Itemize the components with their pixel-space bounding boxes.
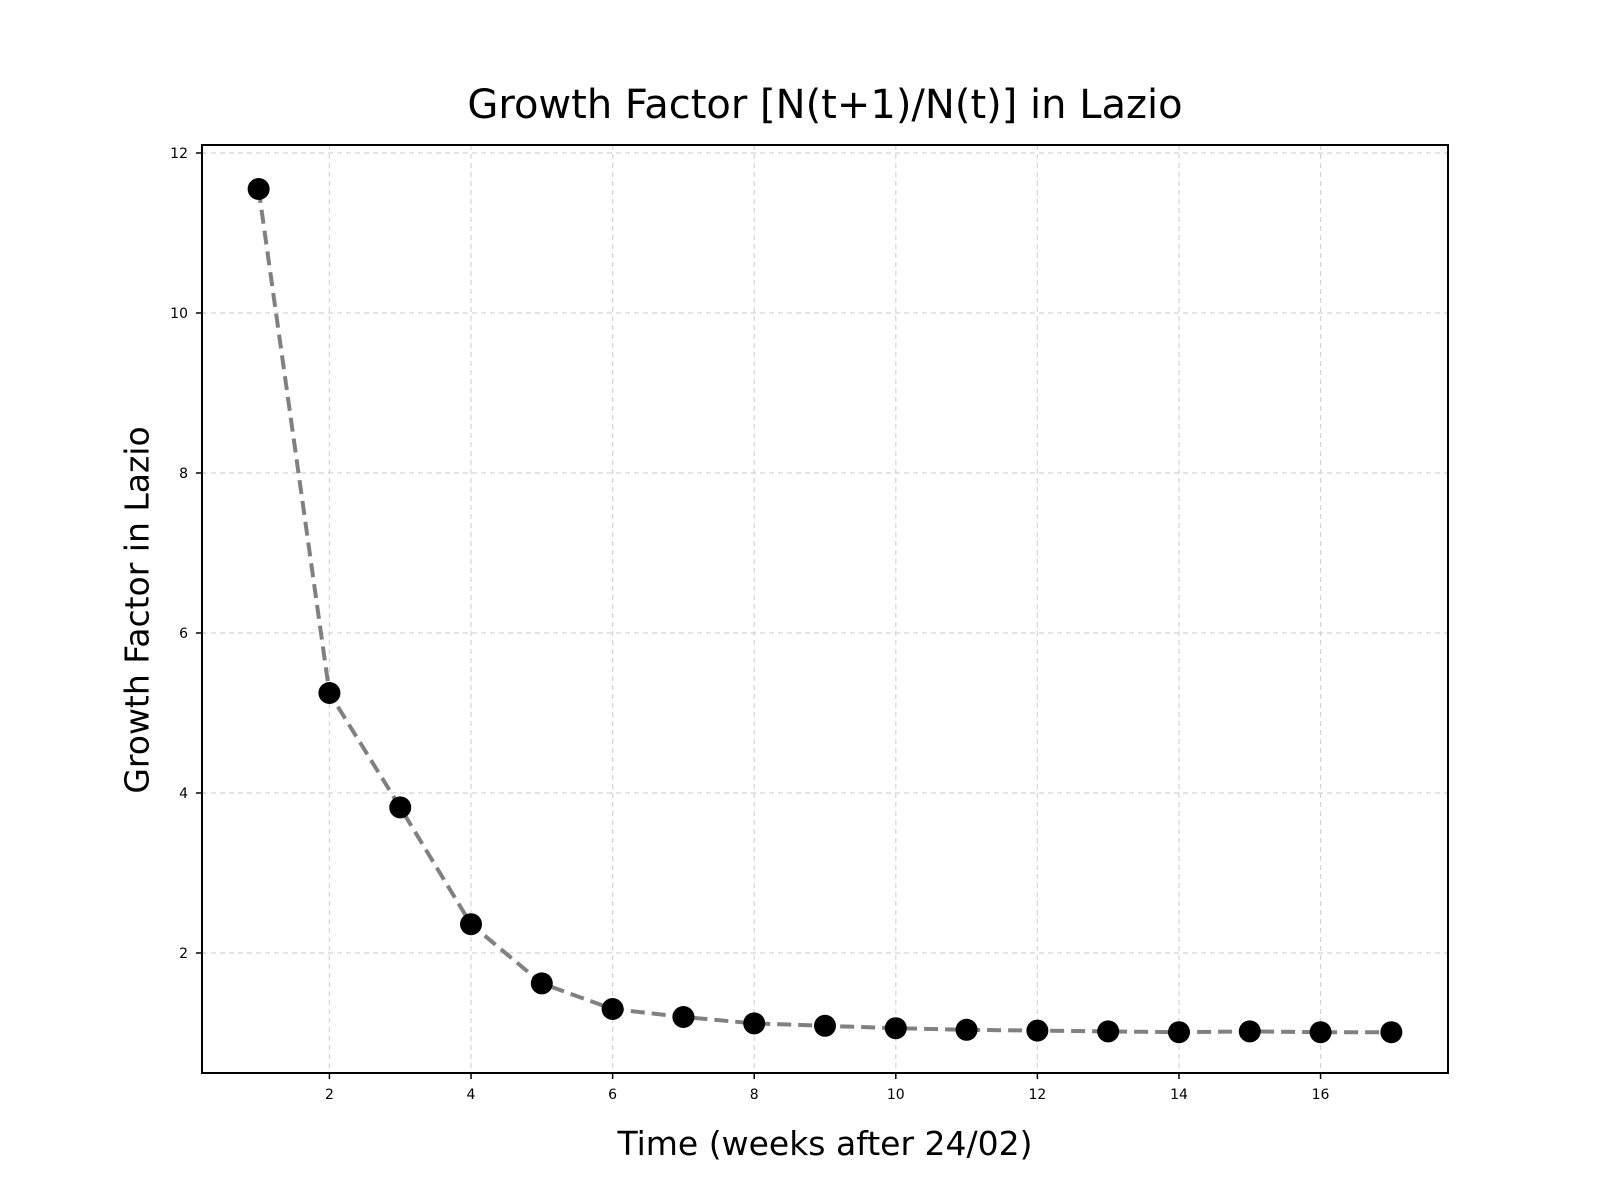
data-point [1167, 1021, 1190, 1044]
grid-layer [202, 145, 1448, 1073]
data-point [247, 178, 270, 200]
data-point [318, 682, 341, 704]
series-line-layer [256, 188, 1392, 1035]
data-point [814, 1014, 836, 1037]
data-point [955, 1018, 978, 1041]
x-tick-label: 16 [1312, 1087, 1330, 1103]
y-tick-label: 8 [179, 466, 188, 482]
y-tick-label: 12 [170, 146, 188, 162]
x-tick-label: 14 [1170, 1087, 1188, 1103]
y-tick-label: 4 [179, 786, 188, 802]
data-points-layer [247, 178, 1403, 1044]
data-point [1309, 1021, 1332, 1044]
plot-frame [201, 144, 1449, 1074]
y-axis-label: Growth Factor in Lazio [117, 426, 157, 794]
data-point [743, 1012, 766, 1035]
tick-layer: 2 4 6 8 10 12 14 16 2 4 6 8 10 12 [170, 146, 1329, 1103]
data-point [1380, 1021, 1403, 1044]
x-tick-label: 12 [1028, 1087, 1046, 1103]
data-point [601, 998, 624, 1020]
y-tick-label: 6 [179, 626, 188, 642]
data-point [884, 1017, 907, 1040]
data-point [1026, 1019, 1049, 1042]
data-point [530, 972, 553, 995]
data-point [389, 796, 412, 819]
series-line [256, 188, 1392, 1035]
y-tick-label: 2 [179, 946, 188, 962]
y-tick-label: 10 [170, 306, 188, 322]
x-tick-label: 10 [887, 1087, 905, 1103]
data-point [1097, 1020, 1120, 1043]
chart-title: Growth Factor [N(t+1)/N(t)] in Lazio [467, 82, 1183, 128]
x-tick-label: 2 [325, 1087, 334, 1103]
x-tick-label: 4 [467, 1087, 476, 1103]
data-point [1238, 1020, 1261, 1043]
data-point [672, 1006, 695, 1028]
x-axis-label: Time (weeks after 24/02) [617, 1124, 1033, 1163]
data-point [460, 913, 483, 936]
x-tick-label: 6 [608, 1087, 617, 1103]
x-tick-label: 8 [750, 1087, 759, 1103]
